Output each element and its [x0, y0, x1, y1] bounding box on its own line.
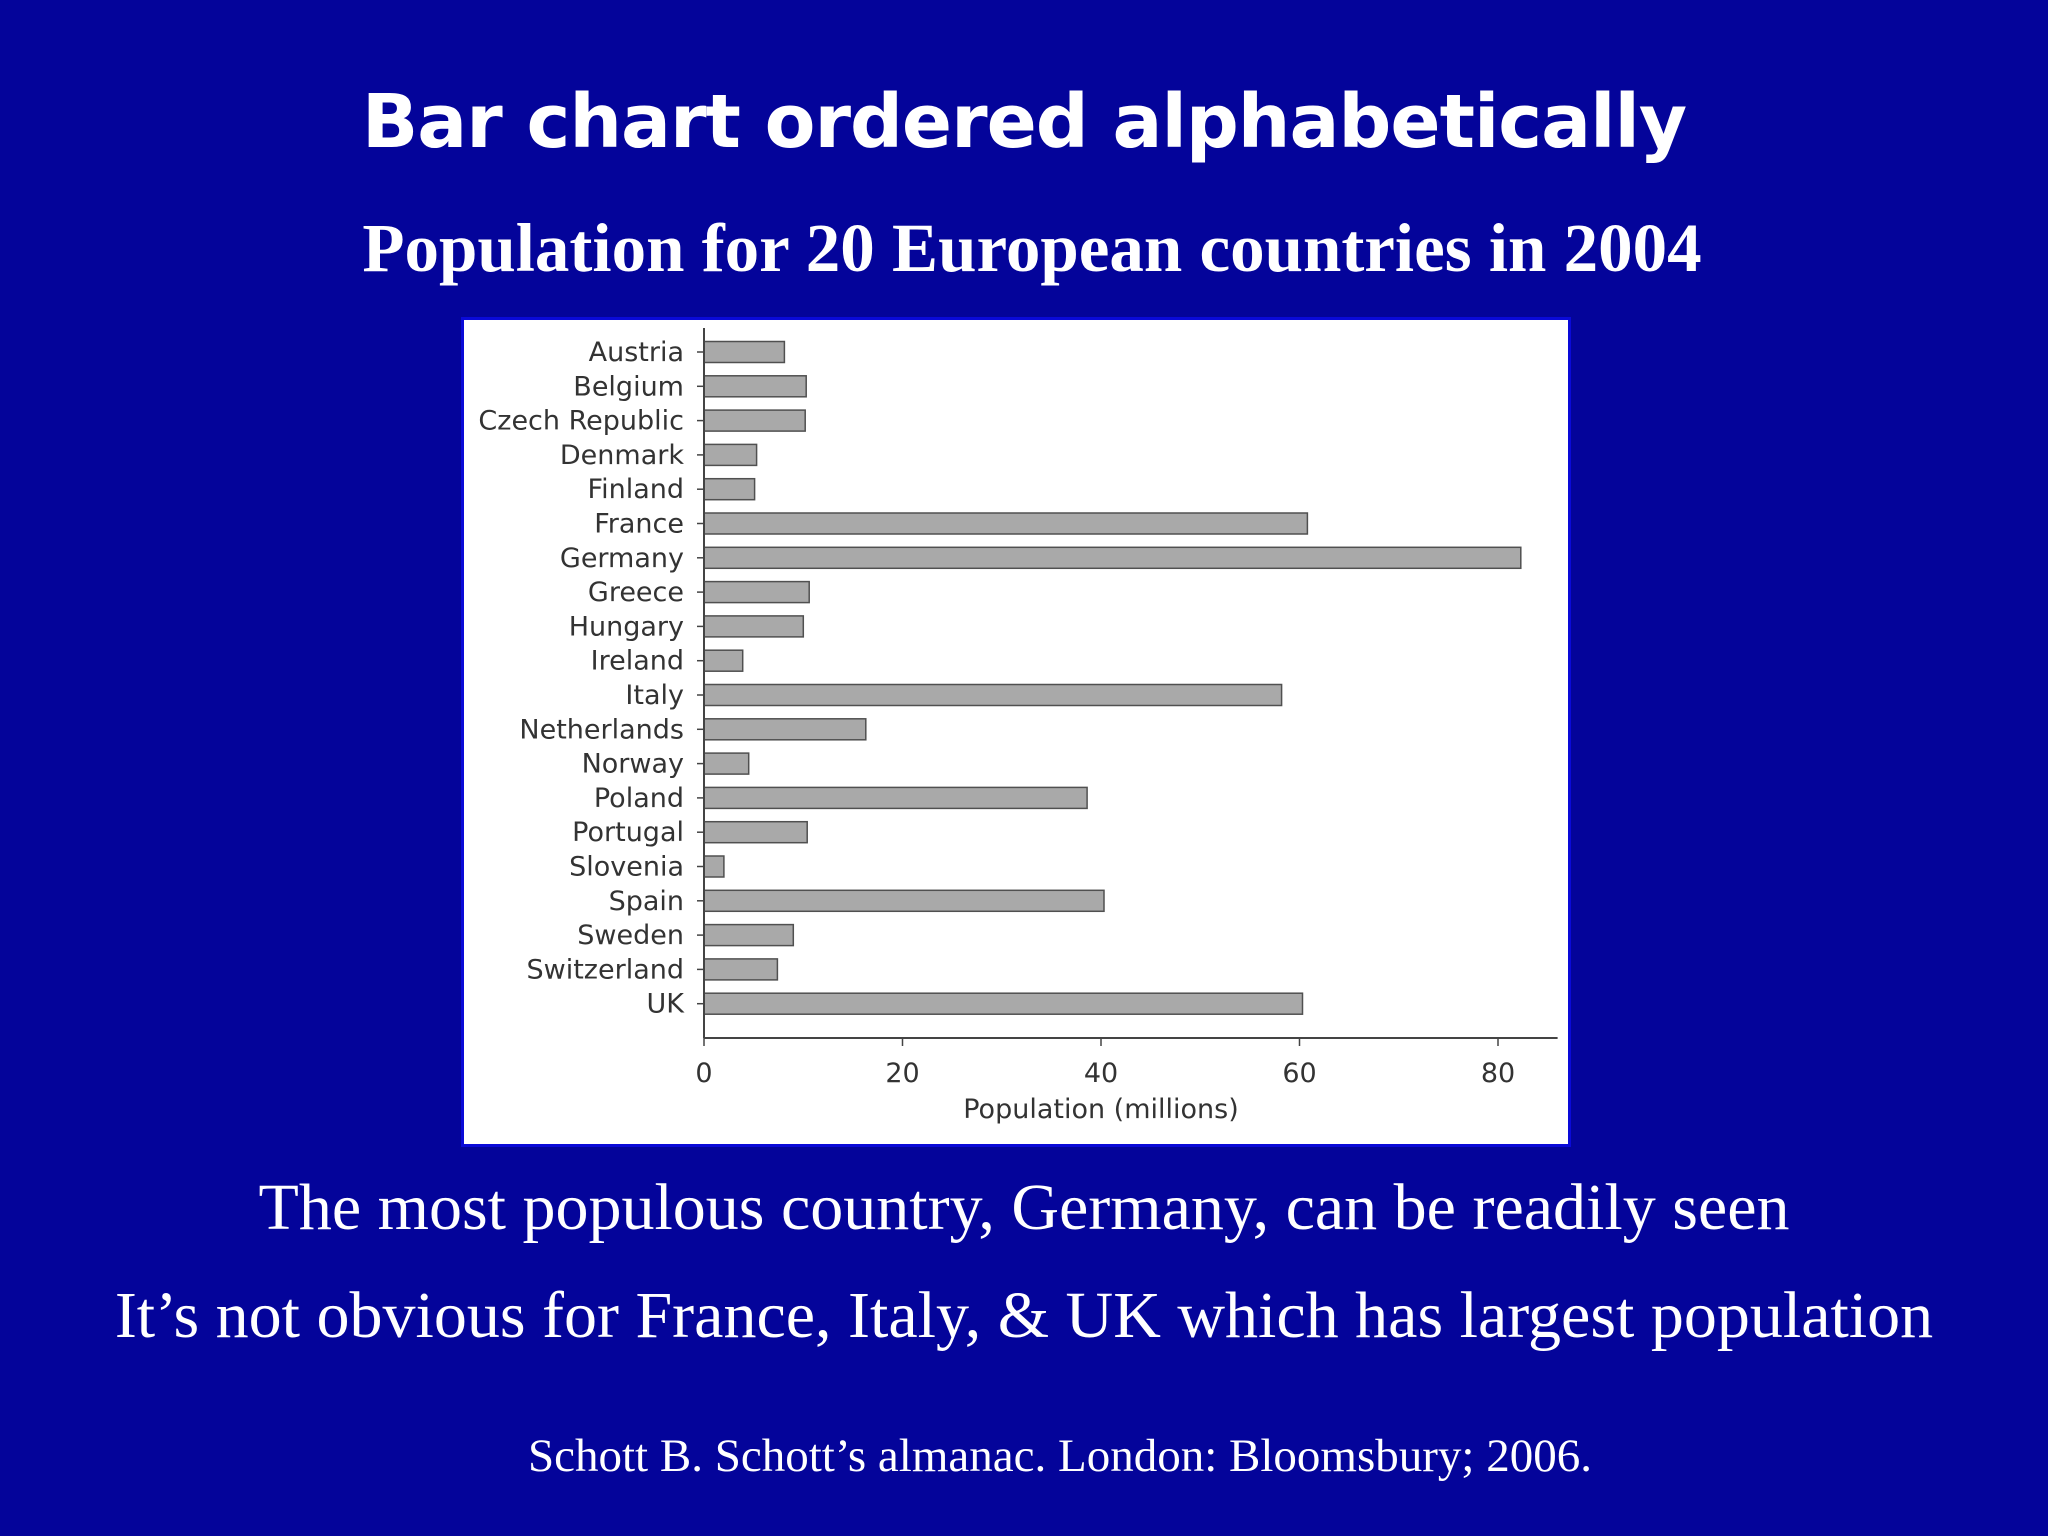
bar-netherlands	[703, 718, 867, 741]
x-tick-label-60: 60	[1282, 1058, 1316, 1089]
y-tick-label-slovenia: Slovenia	[569, 852, 684, 883]
x-tick-label-20: 20	[885, 1058, 919, 1089]
bar-ireland	[703, 649, 744, 672]
y-tick-label-poland: Poland	[594, 783, 684, 814]
observation-note-2: It’s not obvious for France, Italy, & UK…	[114, 1279, 1934, 1352]
y-tick-label-belgium: Belgium	[573, 371, 684, 402]
y-tick-label-spain: Spain	[609, 886, 684, 917]
y-tick-label-greece: Greece	[588, 577, 684, 608]
x-tick-label-80: 80	[1481, 1058, 1515, 1089]
bar-norway	[703, 752, 750, 775]
bar-germany	[703, 546, 1522, 570]
bar-france	[703, 512, 1309, 535]
slide-subtitle: Population for 20 European countries in …	[362, 210, 1702, 286]
y-tick-label-denmark: Denmark	[560, 440, 684, 471]
y-tick-label-germany: Germany	[560, 543, 684, 574]
x-tick-label-0: 0	[695, 1058, 712, 1089]
y-tick-label-netherlands: Netherlands	[519, 714, 684, 745]
bar-portugal	[703, 820, 808, 844]
bar-belgium	[703, 375, 807, 398]
bar-slovenia	[703, 855, 725, 878]
y-tick-label-sweden: Sweden	[577, 920, 684, 951]
source-citation: Schott B. Schott’s almanac. London: Bloo…	[528, 1430, 1592, 1482]
y-tick-label-czech-republic: Czech Republic	[478, 406, 684, 437]
bar-switzerland	[703, 958, 779, 981]
bar-czech-republic	[703, 409, 806, 432]
bar-greece	[703, 580, 810, 604]
observation-note-1: The most populous country, Germany, can …	[258, 1171, 1790, 1244]
y-tick-label-france: France	[594, 509, 684, 540]
y-tick-label-switzerland: Switzerland	[527, 954, 685, 985]
bar-austria	[703, 340, 786, 364]
x-tick-label-40: 40	[1084, 1058, 1118, 1089]
y-tick-label-uk: UK	[647, 989, 686, 1020]
y-tick-label-ireland: Ireland	[591, 646, 684, 677]
y-tick-label-austria: Austria	[589, 337, 684, 368]
y-tick-label-italy: Italy	[625, 680, 684, 711]
bar-sweden	[703, 923, 795, 947]
y-tick-label-norway: Norway	[582, 749, 684, 780]
bar-italy	[703, 683, 1283, 707]
bars-layer	[703, 340, 1522, 1015]
bar-finland	[703, 477, 756, 501]
slide-title: Bar chart ordered alphabetically	[361, 79, 1687, 165]
y-tick-label-hungary: Hungary	[569, 611, 684, 642]
bar-hungary	[703, 615, 805, 638]
bar-spain	[703, 889, 1105, 913]
axes-layer	[697, 328, 1558, 1046]
y-tick-label-portugal: Portugal	[572, 817, 684, 848]
x-axis-title: Population (millions)	[963, 1094, 1239, 1125]
bar-chart-panel: Austria Belgium Czech Republic Denmark Finla…	[461, 317, 1571, 1147]
y-tick-label-finland: Finland	[588, 474, 684, 505]
bar-poland	[703, 786, 1088, 810]
bar-denmark	[703, 443, 758, 467]
bar-uk	[703, 992, 1304, 1015]
